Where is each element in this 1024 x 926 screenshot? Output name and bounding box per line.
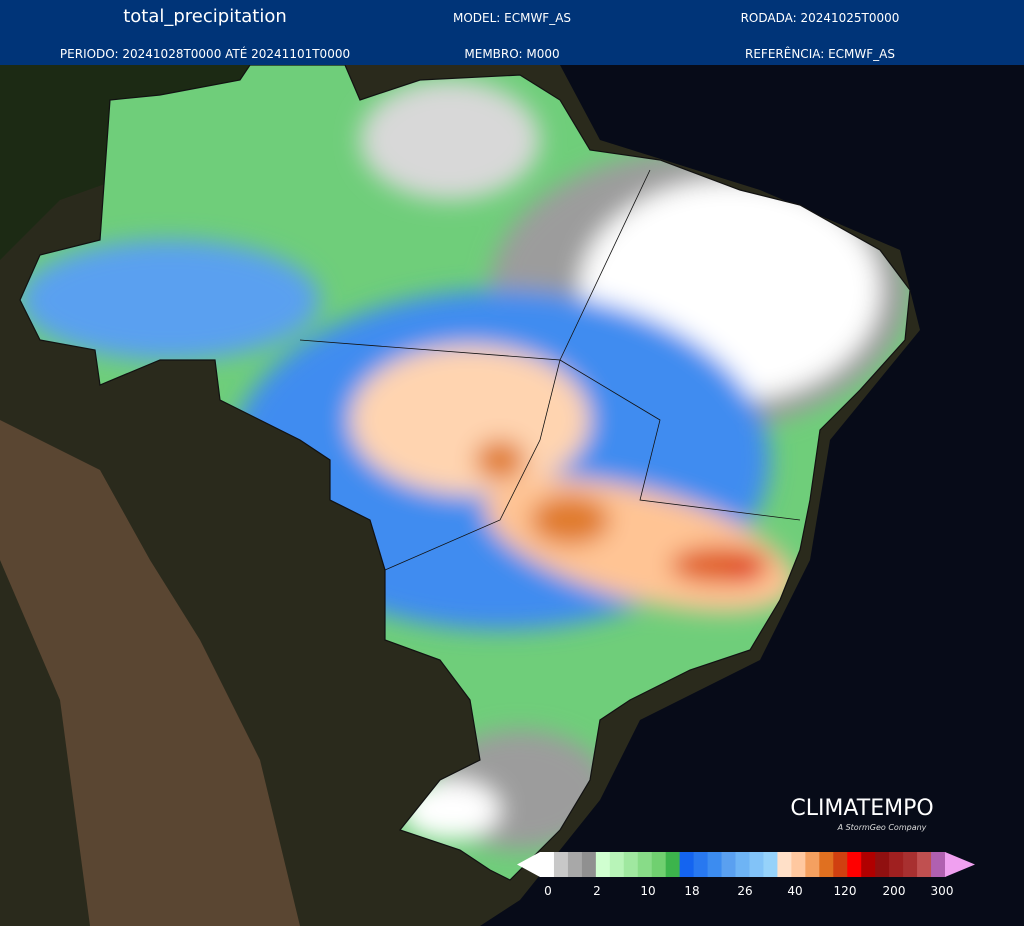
colorbar-segment	[623, 852, 639, 877]
colorbar-segment	[540, 852, 555, 877]
colorbar-segment	[693, 852, 709, 877]
colorbar-segment	[791, 852, 806, 877]
colorbar-segment	[875, 852, 890, 877]
colorbar-segment	[665, 852, 681, 877]
colorbar-segment	[637, 852, 653, 877]
colorbar-tick-label: 120	[834, 884, 857, 898]
colorbar-segment	[609, 852, 625, 877]
colorbar-segment	[735, 852, 750, 877]
logo-tagline: A StormGeo Company	[837, 823, 927, 832]
colorbar-segment	[721, 852, 737, 877]
state-lines	[299, 169, 801, 571]
colorbar-segment	[847, 852, 862, 877]
colorbar: 0 2 10 18 26 40 120 200 300	[517, 852, 975, 898]
colorbar-segment	[763, 852, 778, 877]
colorbar-segment	[595, 852, 611, 877]
andes	[0, 420, 300, 926]
header: total_precipitation MODEL: ECMWF_AS RODA…	[0, 0, 1024, 65]
colorbar-segment	[805, 852, 820, 877]
colorbar-tick-label: 2	[593, 884, 601, 898]
colorbar-segment	[707, 852, 723, 877]
colorbar-tick-label: 200	[883, 884, 906, 898]
colorbar-segment	[679, 852, 695, 877]
period: PERIODO: 20241028T0000 ATÉ 20241101T0000	[59, 47, 351, 61]
colorbar-tick-label: 10	[640, 884, 655, 898]
colorbar-tick-label: 26	[737, 884, 752, 898]
run: RODADA: 20241025T0000	[740, 11, 900, 25]
colorbar-segment	[917, 852, 932, 877]
colorbar-extend-low	[517, 852, 540, 877]
colorbar-tick-label: 18	[684, 884, 699, 898]
colorbar-tick-label: 0	[544, 884, 552, 898]
logo-name: CLIMATEMPO	[790, 796, 933, 821]
colorbar-tick-label: 40	[787, 884, 802, 898]
colorbar-segment	[777, 852, 792, 877]
map: CLIMATEMPO A StormGeo Company 0 2 10 18 26 40…	[0, 65, 1024, 926]
reference: REFERÊNCIA: ECMWF_AS	[745, 47, 895, 61]
colorbar-segment	[903, 852, 918, 877]
model: MODEL: ECMWF_AS	[452, 11, 572, 25]
title: total_precipitation	[123, 6, 287, 27]
colorbar-segment	[833, 852, 848, 877]
colorbar-segment	[931, 852, 946, 877]
member: MEMBRO: M000	[464, 47, 560, 61]
colorbar-segment	[749, 852, 764, 877]
border	[19, 65, 911, 881]
colorbar-segment	[553, 852, 569, 877]
colorbar-segment	[581, 852, 597, 877]
colorbar-tick-label: 300	[931, 884, 954, 898]
colorbar-segment	[819, 852, 834, 877]
colorbar-extend-high	[945, 852, 975, 877]
colorbar-segment	[861, 852, 876, 877]
colorbar-segment	[567, 852, 583, 877]
colorbar-segment	[889, 852, 904, 877]
colorbar-segment	[651, 852, 667, 877]
